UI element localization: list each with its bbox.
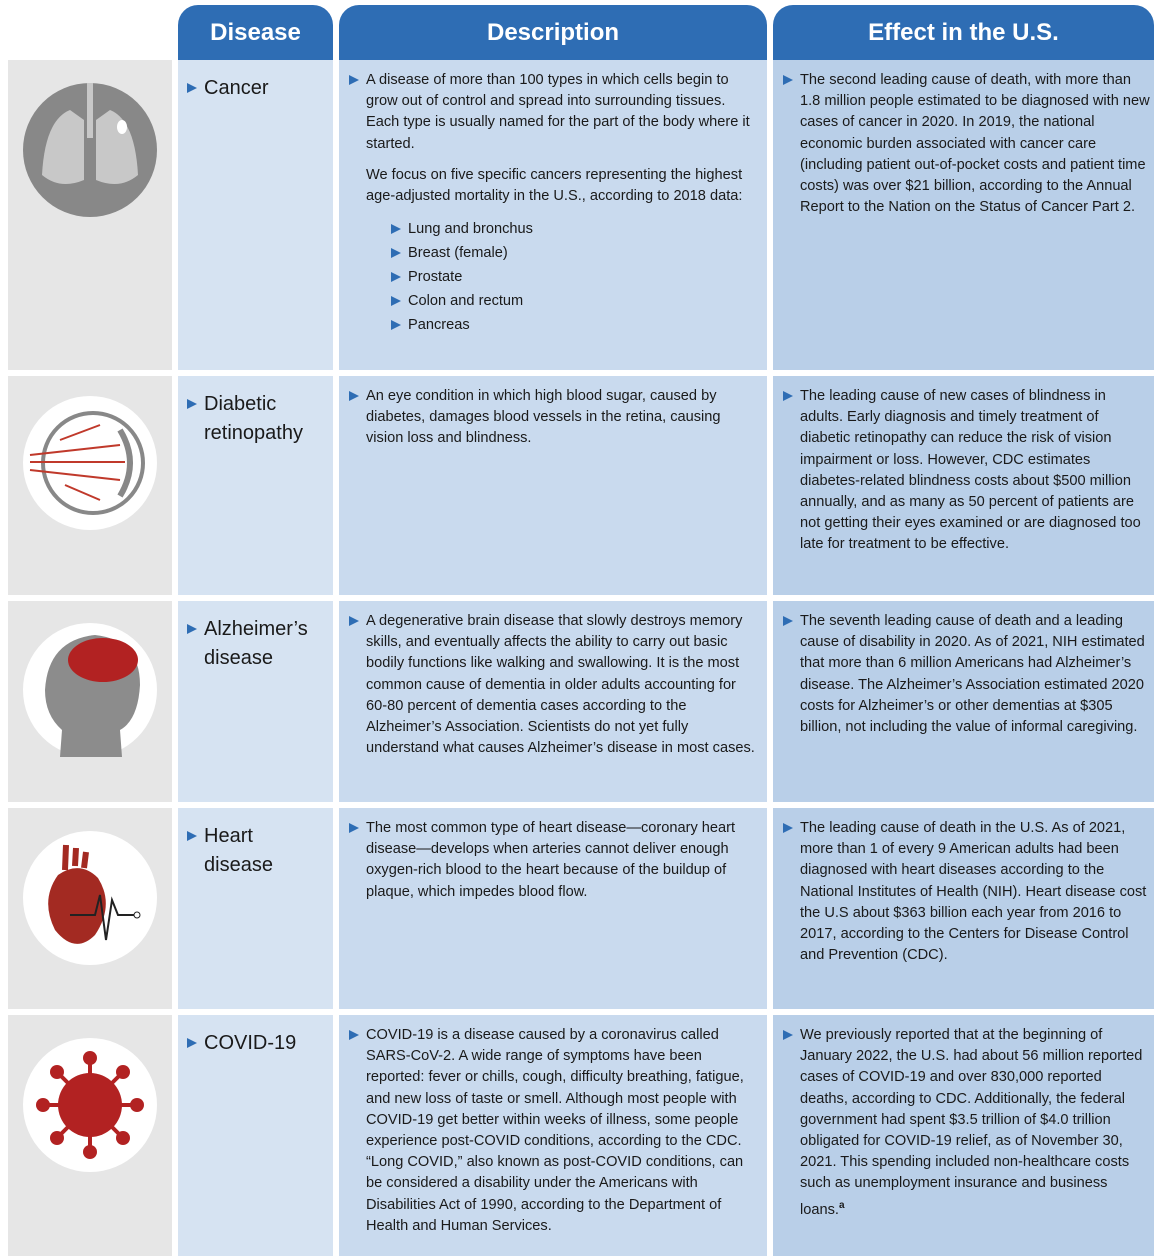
description-cell: The most common type of heart disease—co… xyxy=(339,808,767,1009)
icon-cell xyxy=(8,60,172,370)
effect-body: We previously reported that at the begin… xyxy=(800,1027,1143,1218)
effect-text: The seventh leading cause of death and a… xyxy=(783,611,1150,738)
description-paragraph: A disease of more than 100 types in whic… xyxy=(349,70,761,155)
effect-body: The leading cause of death in the U.S. A… xyxy=(800,820,1147,964)
effect-cell: The seventh leading cause of death and a… xyxy=(773,601,1154,802)
description-paragraph: The most common type of heart disease—co… xyxy=(349,818,761,903)
effect-text: The second leading cause of death, with … xyxy=(783,70,1150,218)
description-paragraph: An eye condition in which high blood sug… xyxy=(349,386,761,450)
disease-name: Heart disease xyxy=(187,822,327,880)
bullet-item: Colon and rectum xyxy=(391,289,761,313)
description-paragraph: COVID-19 is a disease caused by a corona… xyxy=(349,1025,761,1237)
description-cell: A disease of more than 100 types in whic… xyxy=(339,60,767,370)
bullet-item: Lung and bronchus xyxy=(391,217,761,241)
effect-body: The leading cause of new cases of blindn… xyxy=(800,388,1141,553)
disease-name: Diabetic retinopathy xyxy=(187,390,327,448)
bullet-list: Lung and bronchus Breast (female) Prostate… xyxy=(366,217,761,337)
effect-body: The second leading cause of death, with … xyxy=(800,72,1150,216)
effect-cell: The leading cause of new cases of blindn… xyxy=(773,376,1154,595)
icon-cell xyxy=(8,601,172,802)
description-paragraph: A degenerative brain disease that slowly… xyxy=(349,611,761,759)
bullet-item: Pancreas xyxy=(391,313,761,337)
disease-cell: COVID-19 xyxy=(178,1015,333,1256)
icon-cell xyxy=(8,1015,172,1256)
header-cell: Description xyxy=(339,5,767,60)
disease-name: Alzheimer’s disease xyxy=(187,615,327,673)
effect-text: The leading cause of new cases of blindn… xyxy=(783,386,1150,556)
disease-cell: Cancer xyxy=(178,60,333,370)
icon-cell xyxy=(8,376,172,595)
disease-cell: Heart disease xyxy=(178,808,333,1009)
description-cell: An eye condition in which high blood sug… xyxy=(339,376,767,595)
disease-name: COVID-19 xyxy=(187,1029,327,1058)
disease-cell: Diabetic retinopathy xyxy=(178,376,333,595)
description-cell: COVID-19 is a disease caused by a corona… xyxy=(339,1015,767,1256)
header-cell: Disease xyxy=(178,5,333,60)
description-paragraph: We focus on five specific cancers repres… xyxy=(366,166,743,205)
footnote-mark: a xyxy=(838,1199,845,1211)
effect-text: We previously reported that at the begin… xyxy=(783,1025,1150,1221)
header-cell: Effect in the U.S. xyxy=(773,5,1154,60)
effect-cell: We previously reported that at the begin… xyxy=(773,1015,1154,1256)
effect-text: The leading cause of death in the U.S. A… xyxy=(783,818,1150,966)
effect-cell: The second leading cause of death, with … xyxy=(773,60,1154,370)
disease-cell: Alzheimer’s disease xyxy=(178,601,333,802)
effect-body: The seventh leading cause of death and a… xyxy=(800,613,1145,736)
disease-name: Cancer xyxy=(187,74,327,103)
bullet-item: Breast (female) xyxy=(391,241,761,265)
effect-cell: The leading cause of death in the U.S. A… xyxy=(773,808,1154,1009)
description-cell: A degenerative brain disease that slowly… xyxy=(339,601,767,802)
bullet-item: Prostate xyxy=(391,265,761,289)
icon-cell xyxy=(8,808,172,1009)
